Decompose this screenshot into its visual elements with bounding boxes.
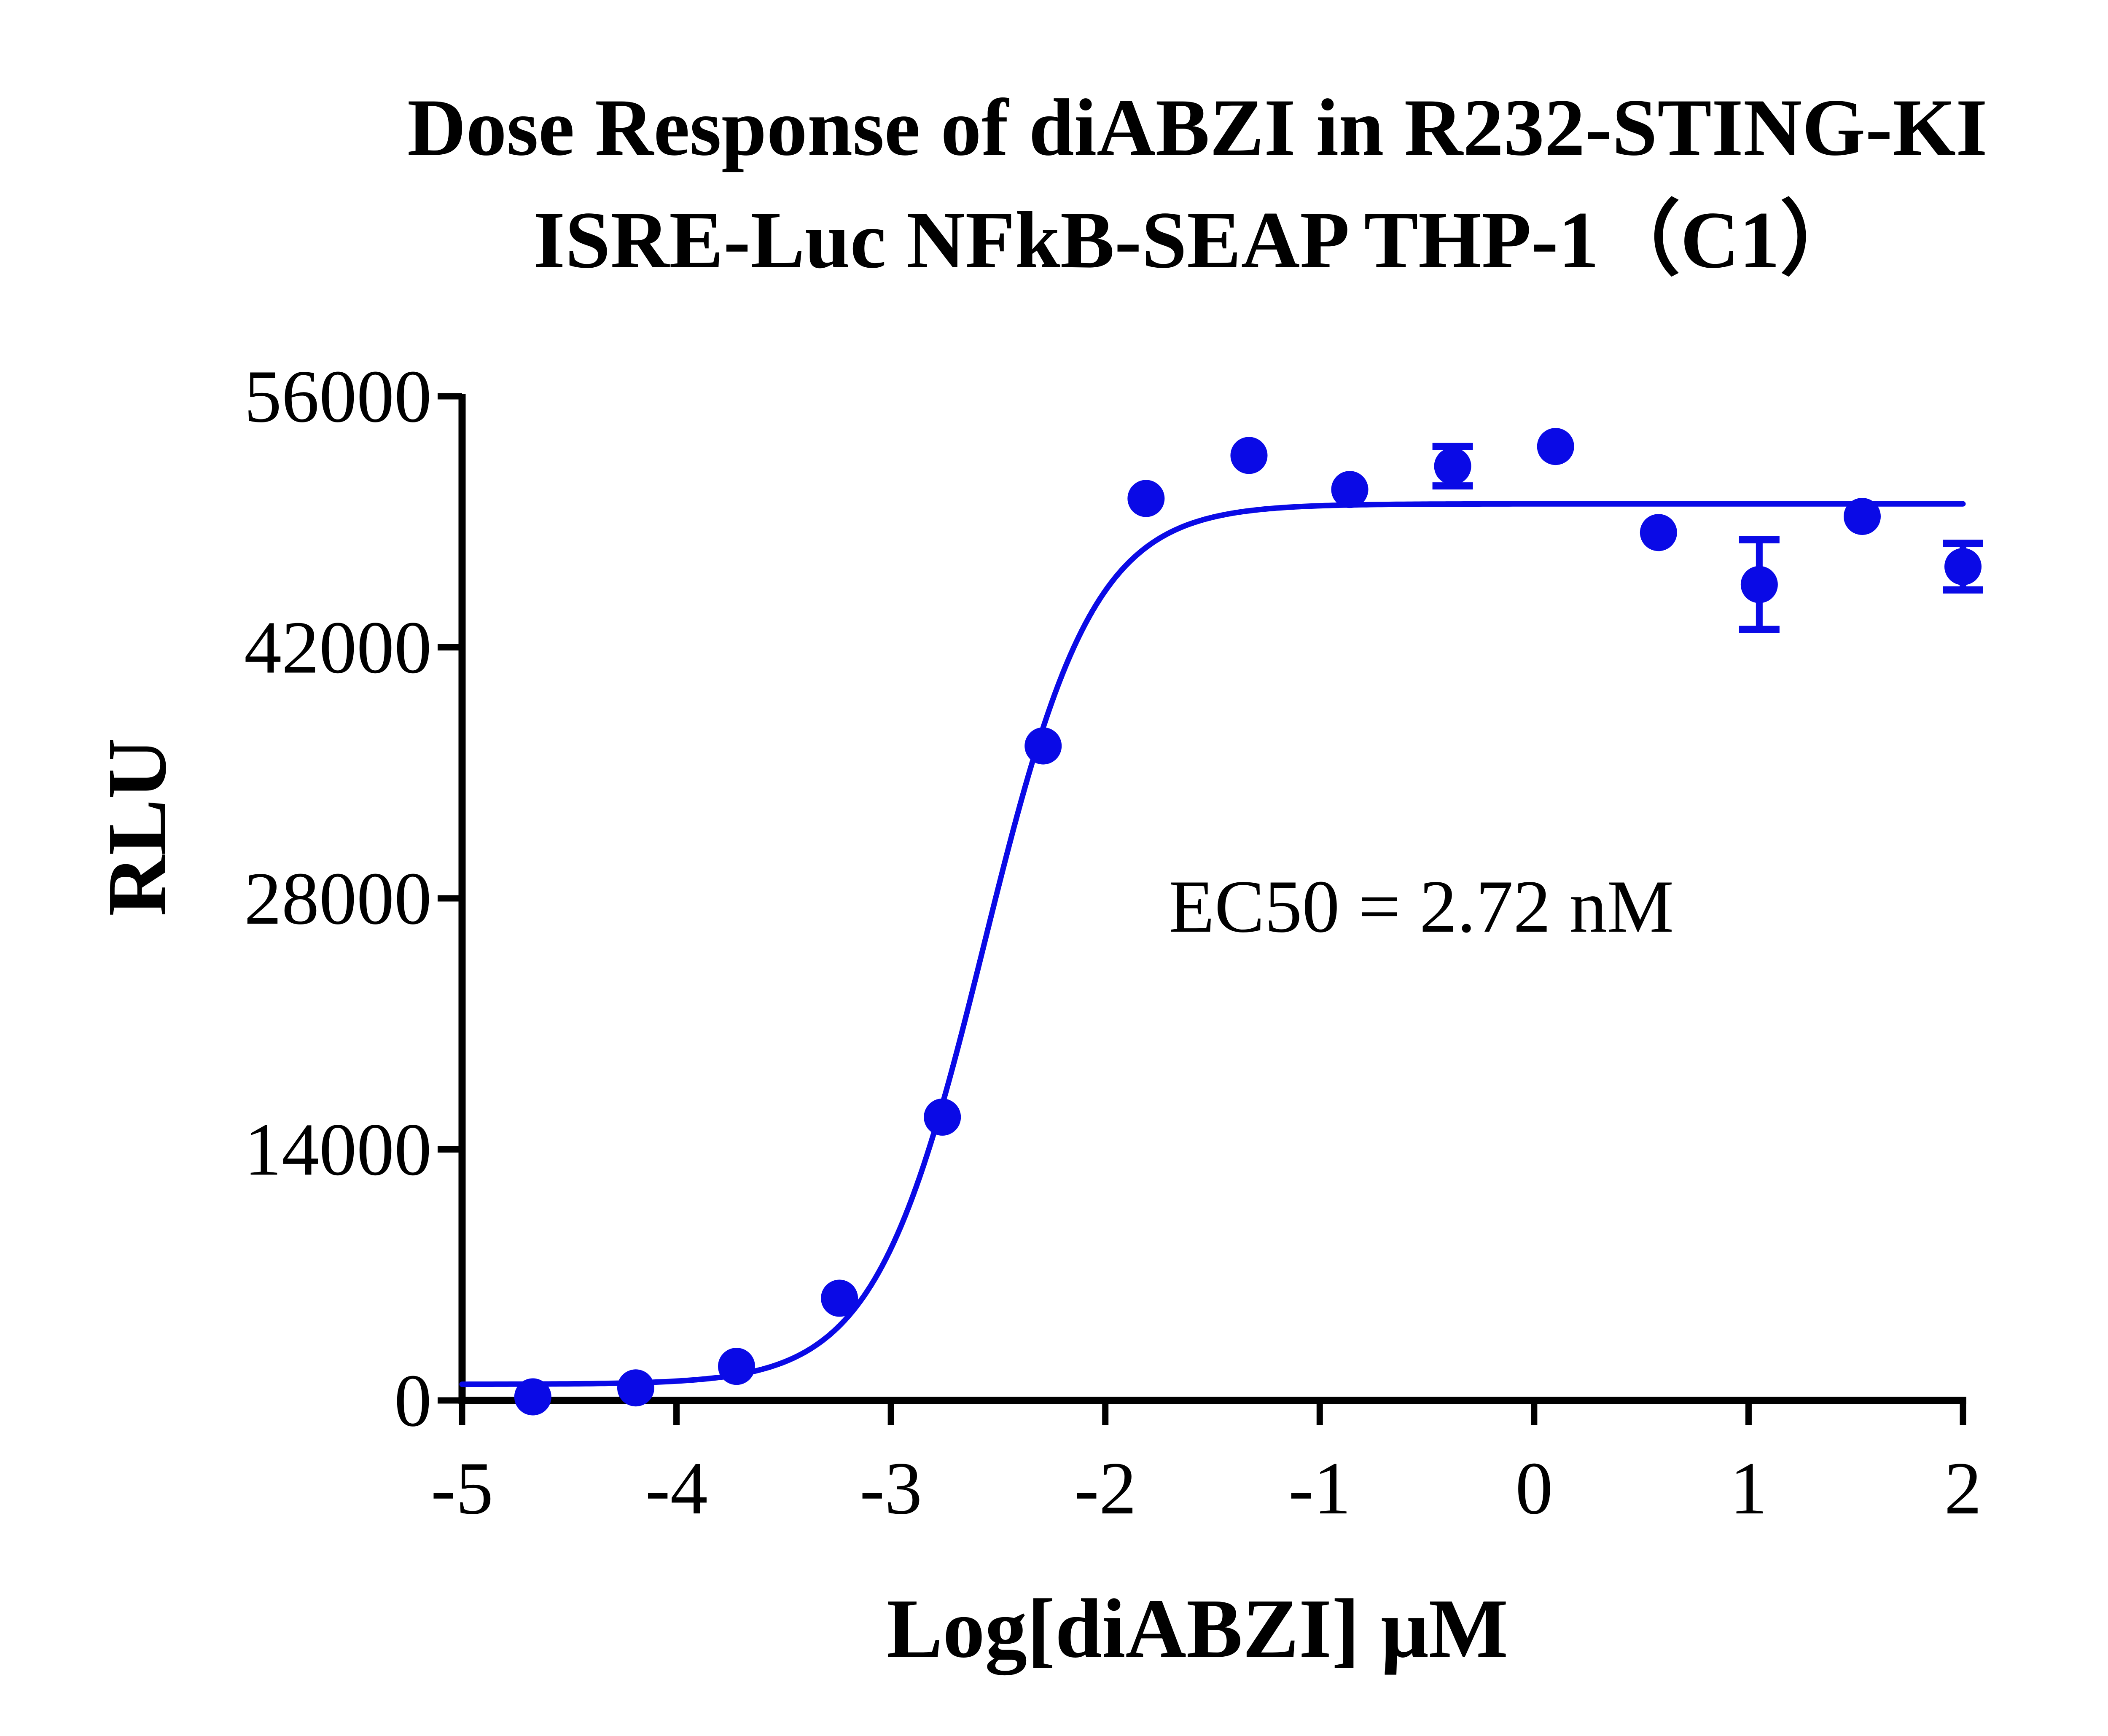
y-tick-label: 28000 [244,857,432,940]
data-point [1434,447,1471,485]
y-tick-label: 56000 [244,355,432,438]
data-point [1230,437,1268,474]
y-tick-label: 0 [394,1359,432,1442]
y-tick-label: 42000 [244,606,432,689]
x-tick-label: -1 [1288,1446,1351,1530]
data-point [1843,497,1881,535]
data-point [924,1098,961,1136]
x-tick-label: -3 [860,1446,922,1530]
x-tick-label: 1 [1730,1446,1767,1530]
x-tick-label: -5 [431,1446,493,1530]
data-point [821,1279,858,1317]
chart-title-line-1: Dose Response of diABZI in R232-STING-KI [407,82,1987,172]
x-tick-label: 2 [1944,1446,1982,1530]
x-axis-ticks: -5 -4 -3 -2 -1 0 1 2 [431,1400,1982,1530]
data-point [1024,727,1062,765]
data-point [718,1348,755,1385]
data-points-layer [514,428,1983,1416]
x-axis-label: Log[diABZI] μM [887,1582,1508,1675]
fit-curve [459,501,1966,1387]
data-point [617,1369,654,1407]
ec50-annotation: EC50 = 2.72 nM [1169,865,1674,948]
y-axis-ticks: 0 14000 28000 42000 56000 [244,355,462,1442]
x-tick-label: -2 [1074,1446,1137,1530]
y-axis-label: RLU [91,738,184,916]
chart-title-line-2: ISRE-Luc NFkB-SEAP THP-1（C1） [533,195,1861,285]
data-point [1740,566,1778,603]
data-point [1537,428,1574,465]
data-point [514,1378,551,1416]
y-tick-label: 14000 [244,1108,432,1191]
fit-curve-layer [459,501,1966,1387]
data-point [1331,471,1369,508]
x-tick-label: 0 [1515,1446,1553,1530]
data-point [1640,514,1677,551]
data-point [1944,548,1982,586]
data-point [1127,480,1165,517]
x-tick-label: -4 [645,1446,707,1530]
